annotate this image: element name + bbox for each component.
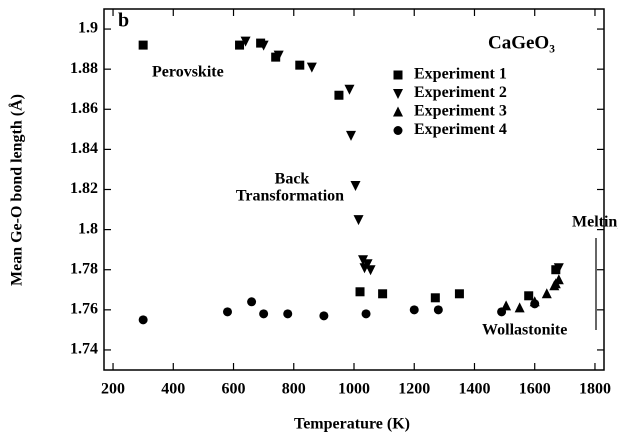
y-tick-label: 1.84 xyxy=(70,140,98,157)
marker xyxy=(235,40,245,50)
annotation: Transformation xyxy=(236,188,344,205)
y-tick-label: 1.76 xyxy=(70,301,98,318)
y-tick-label: 1.78 xyxy=(70,260,98,277)
y-axis-label: Mean Ge-O bond length (Å) xyxy=(8,94,26,286)
marker xyxy=(306,62,317,73)
y-tick-label: 1.88 xyxy=(70,60,98,77)
marker xyxy=(283,309,293,319)
marker xyxy=(358,255,369,266)
marker xyxy=(319,311,329,321)
marker xyxy=(355,287,365,297)
marker xyxy=(138,40,148,50)
marker xyxy=(259,309,269,319)
legend-label: Experiment 3 xyxy=(414,103,507,120)
x-tick-label: 1000 xyxy=(338,381,370,398)
y-tick-label: 1.86 xyxy=(70,100,98,117)
marker xyxy=(553,274,564,285)
marker xyxy=(393,126,403,135)
marker xyxy=(271,52,281,62)
x-axis-label: Temperature (K) xyxy=(294,416,410,433)
marker xyxy=(393,89,403,99)
marker xyxy=(138,315,148,325)
marker xyxy=(344,84,355,95)
marker xyxy=(393,70,403,80)
marker xyxy=(365,265,376,276)
x-tick-label: 1800 xyxy=(579,381,611,398)
x-tick-label: 200 xyxy=(101,381,125,398)
marker xyxy=(258,40,269,51)
marker xyxy=(524,291,534,301)
compound-label: CaGeO₃ xyxy=(488,32,555,53)
legend-label: Experiment 1 xyxy=(414,66,507,83)
x-tick-label: 600 xyxy=(222,381,246,398)
marker xyxy=(247,297,257,307)
marker xyxy=(514,302,525,313)
annotation: Perovskite xyxy=(152,64,224,81)
panel-label: b xyxy=(118,10,129,32)
marker xyxy=(240,36,251,47)
marker xyxy=(353,215,364,226)
marker xyxy=(541,288,552,299)
marker xyxy=(430,293,440,303)
marker xyxy=(433,305,443,315)
x-tick-label: 400 xyxy=(161,381,185,398)
x-tick-label: 1400 xyxy=(458,381,490,398)
marker xyxy=(497,307,507,317)
marker xyxy=(295,60,305,70)
x-tick-label: 1600 xyxy=(519,381,551,398)
marker xyxy=(350,180,361,191)
y-tick-label: 1.9 xyxy=(78,20,98,37)
legend-label: Experiment 2 xyxy=(414,84,507,101)
marker xyxy=(345,130,356,141)
marker xyxy=(551,265,561,275)
x-tick-label: 1200 xyxy=(398,381,430,398)
y-tick-label: 1.8 xyxy=(78,220,98,237)
y-tick-label: 1.74 xyxy=(70,341,98,358)
marker xyxy=(362,259,373,270)
marker xyxy=(553,263,564,274)
marker xyxy=(454,289,464,299)
marker xyxy=(222,307,232,317)
marker xyxy=(273,50,284,61)
marker xyxy=(378,289,388,299)
annotation: Wollastonite xyxy=(482,322,567,339)
annotation: Melting xyxy=(572,214,618,231)
x-tick-label: 800 xyxy=(282,381,306,398)
marker xyxy=(361,309,371,319)
marker xyxy=(409,305,419,315)
annotation: Back xyxy=(275,171,310,188)
marker xyxy=(393,106,403,117)
marker xyxy=(334,90,344,100)
y-tick-label: 1.82 xyxy=(70,180,98,197)
marker xyxy=(530,299,540,309)
legend-label: Experiment 4 xyxy=(414,121,507,138)
